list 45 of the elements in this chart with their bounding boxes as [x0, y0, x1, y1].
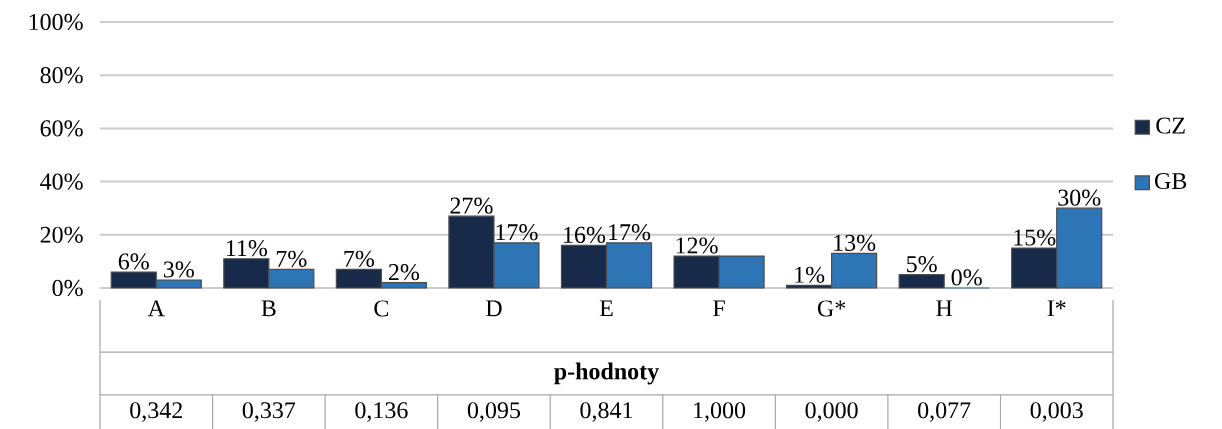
x-tick-label: F — [713, 300, 725, 317]
data-label: 11% — [226, 240, 268, 257]
y-tick-label: 0% — [52, 279, 83, 297]
data-label: 13% — [834, 234, 876, 252]
data-label: 17% — [496, 224, 538, 241]
data-label: 3% — [163, 261, 194, 278]
text: p-hodnoty — [554, 362, 659, 385]
y-tick-label: 20% — [40, 226, 83, 243]
y-tick-label: 80% — [40, 67, 83, 84]
text: 0,095 — [467, 402, 521, 422]
text: 0,337 — [242, 402, 296, 422]
x-tick-label: H — [936, 300, 953, 317]
x-tick-label: I* — [1047, 300, 1066, 317]
data-label: 7% — [344, 250, 375, 267]
data-label: 16% — [564, 226, 606, 244]
data-label: 27% — [450, 197, 493, 214]
x-tick-label: D — [485, 300, 502, 317]
data-label: 17% — [609, 224, 651, 241]
text: 0,003 — [1030, 402, 1083, 422]
text: 0,077 — [918, 402, 971, 422]
text: 1,000 — [694, 402, 746, 422]
y-tick-label: 40% — [40, 173, 83, 190]
data-label: 2% — [388, 264, 420, 281]
x-tick-label: E — [599, 300, 613, 317]
text: 0,136 — [355, 402, 408, 422]
x-tick-label: C — [374, 300, 389, 317]
x-tick-label: B — [261, 300, 276, 317]
data-label: 15% — [1014, 229, 1056, 246]
bar — [898, 274, 945, 289]
data-label: 1% — [795, 266, 825, 283]
data-label: 0% — [951, 269, 982, 286]
text: 0,342 — [130, 402, 182, 422]
data-label: 7% — [276, 250, 307, 267]
y-tick-label: 60% — [40, 120, 83, 137]
data-label: 12% — [676, 237, 718, 254]
x-tick-label: G* — [817, 300, 846, 317]
text: 0,841 — [580, 402, 633, 422]
data-label: 6% — [118, 253, 149, 270]
data-label: 30% — [1058, 189, 1101, 206]
legend-label: GB — [1154, 172, 1187, 190]
text: 0,000 — [805, 402, 858, 422]
legend-label: CZ — [1156, 117, 1185, 134]
data-label: 5% — [907, 256, 937, 273]
y-tick-label: 100% — [29, 13, 83, 31]
x-tick-label: A — [147, 300, 165, 317]
